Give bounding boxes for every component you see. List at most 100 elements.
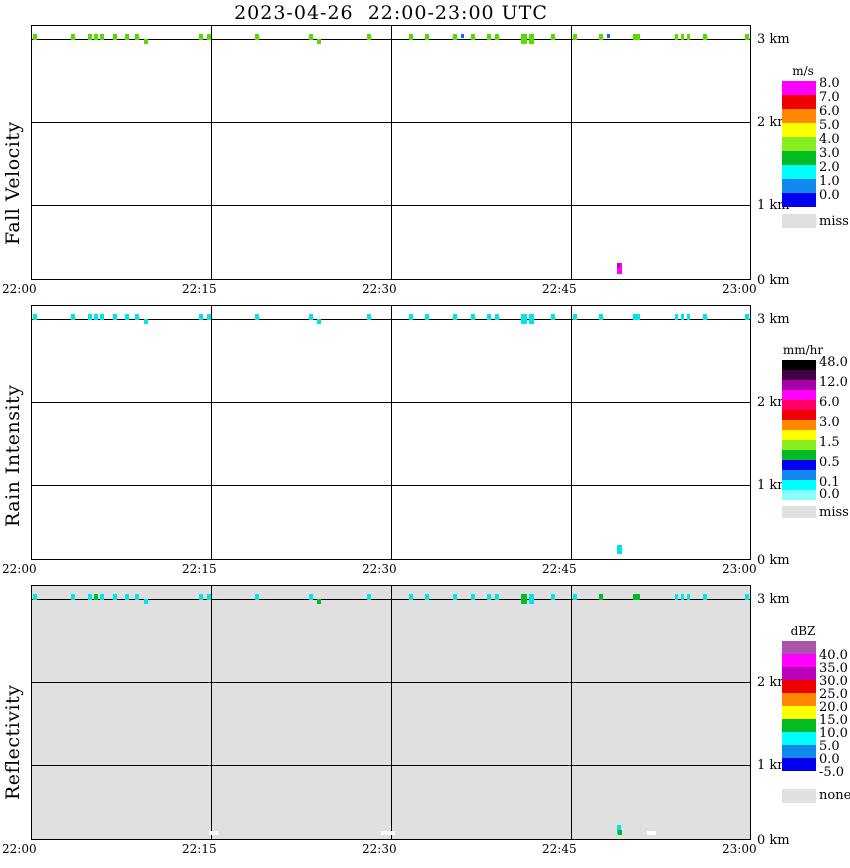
colorbar-2-missing-label: miss xyxy=(819,505,849,520)
colorbar-2-tick: 48.0 xyxy=(819,355,848,370)
data-mark xyxy=(617,263,620,268)
colorbar-1-band xyxy=(782,109,816,123)
colorbar-3-band xyxy=(782,680,816,693)
data-mark xyxy=(633,314,640,320)
panel-3-ytick-0km: 0 km xyxy=(757,833,790,848)
colorbar-1-tick: 3.0 xyxy=(819,146,840,161)
data-mark xyxy=(687,314,690,320)
colorbar-3-band xyxy=(782,732,816,745)
panel-2-gridline-2215 xyxy=(211,305,212,560)
colorbar-3-tick: 5.0 xyxy=(819,739,840,754)
data-mark xyxy=(33,594,37,600)
colorbar-2-band xyxy=(782,470,816,480)
data-mark xyxy=(94,594,98,600)
data-mark xyxy=(317,39,321,44)
panel-1-gridline-2245 xyxy=(571,25,572,280)
colorbar-2-band xyxy=(782,430,816,440)
data-mark xyxy=(551,594,555,600)
data-mark xyxy=(681,594,684,600)
colorbar-2-band xyxy=(782,490,816,500)
data-mark xyxy=(617,263,622,274)
data-mark xyxy=(209,831,218,835)
data-mark xyxy=(425,594,429,600)
data-mark xyxy=(367,314,371,320)
data-mark xyxy=(495,34,499,40)
data-mark xyxy=(633,34,640,40)
colorbar-3-band xyxy=(782,758,816,771)
data-mark xyxy=(633,594,640,600)
colorbar-2-tick: 6.0 xyxy=(819,395,840,410)
colorbar-2-band xyxy=(782,370,816,380)
colorbar-3-tick: 40.0 xyxy=(819,648,848,663)
panel-2-ytick-2km: 2 km xyxy=(757,395,790,410)
data-mark xyxy=(471,314,475,320)
colorbar-2-missing-swatch xyxy=(782,506,816,518)
data-mark xyxy=(551,34,555,40)
data-mark xyxy=(529,34,534,44)
data-mark xyxy=(144,319,148,324)
colorbar-3-tick: 35.0 xyxy=(819,661,848,676)
data-mark xyxy=(409,314,413,320)
colorbar-2-band xyxy=(782,480,816,490)
panel-2-ytick-3km: 3 km xyxy=(757,312,790,327)
colorbar-3-tick: -5.0 xyxy=(819,765,845,780)
panel-1-xtick-2215: 22:15 xyxy=(182,282,217,296)
data-mark xyxy=(199,314,203,320)
panel-3-gridline-2245 xyxy=(571,585,572,840)
data-mark xyxy=(309,314,313,320)
colorbar-1-band xyxy=(782,151,816,165)
colorbar-2-band xyxy=(782,380,816,390)
data-mark xyxy=(471,594,475,600)
colorbar-2-band xyxy=(782,460,816,470)
data-mark xyxy=(88,594,92,600)
data-mark xyxy=(675,34,678,40)
data-mark xyxy=(573,594,577,600)
panel-2-gridline-2230 xyxy=(391,305,392,560)
panel-3-y-title: Reflectivity xyxy=(2,684,24,800)
colorbar-3-band xyxy=(782,667,816,680)
data-mark xyxy=(599,34,603,40)
panel-1-ytick-2km: 2 km xyxy=(757,115,790,130)
data-mark xyxy=(207,594,211,600)
data-mark xyxy=(317,599,321,604)
data-mark xyxy=(199,34,203,40)
panel-1-gridline-2215 xyxy=(211,25,212,280)
colorbar-2-tick: 0.0 xyxy=(819,487,840,502)
data-mark xyxy=(125,34,129,40)
colorbar-1-tick: 4.0 xyxy=(819,132,840,147)
data-mark xyxy=(135,34,139,40)
colorbar-1-band xyxy=(782,165,816,179)
panel-2-xtick-2230: 22:30 xyxy=(362,562,397,576)
colorbar-1-band xyxy=(782,193,816,207)
data-mark xyxy=(618,830,622,835)
data-mark xyxy=(687,34,690,40)
panel-2-y-title: Rain Intensity xyxy=(2,384,24,527)
data-mark xyxy=(495,594,499,600)
panel-rain-intensity: 3 km 2 km 1 km 0 km 22:00 22:15 22:30 22… xyxy=(2,305,790,576)
data-mark xyxy=(521,594,527,604)
colorbar-3-band xyxy=(782,654,816,667)
panel-2-gridline-2245 xyxy=(571,305,572,560)
panel-1-xtick-2245: 22:45 xyxy=(542,282,577,296)
data-mark xyxy=(125,594,129,600)
data-mark xyxy=(487,314,491,320)
colorbar-1-band xyxy=(782,95,816,109)
panel-3-gridline-2215 xyxy=(211,585,212,840)
data-mark xyxy=(453,34,457,40)
data-mark xyxy=(309,34,313,40)
colorbar-2-tick: 12.0 xyxy=(819,375,848,390)
data-mark xyxy=(617,545,622,554)
data-mark xyxy=(71,594,75,600)
data-mark xyxy=(88,34,92,40)
data-mark xyxy=(367,594,371,600)
data-mark xyxy=(71,314,75,320)
panel-3-xtick-2300: 23:00 xyxy=(722,842,757,856)
panel-2-ytick-0km: 0 km xyxy=(757,553,790,568)
colorbar-1-tick: 2.0 xyxy=(819,160,840,175)
data-mark xyxy=(135,314,139,320)
data-mark xyxy=(453,314,457,320)
data-mark xyxy=(33,34,37,40)
panel-2-xtick-2200: 22:00 xyxy=(2,562,37,576)
data-mark xyxy=(487,34,491,40)
data-mark xyxy=(94,314,98,320)
